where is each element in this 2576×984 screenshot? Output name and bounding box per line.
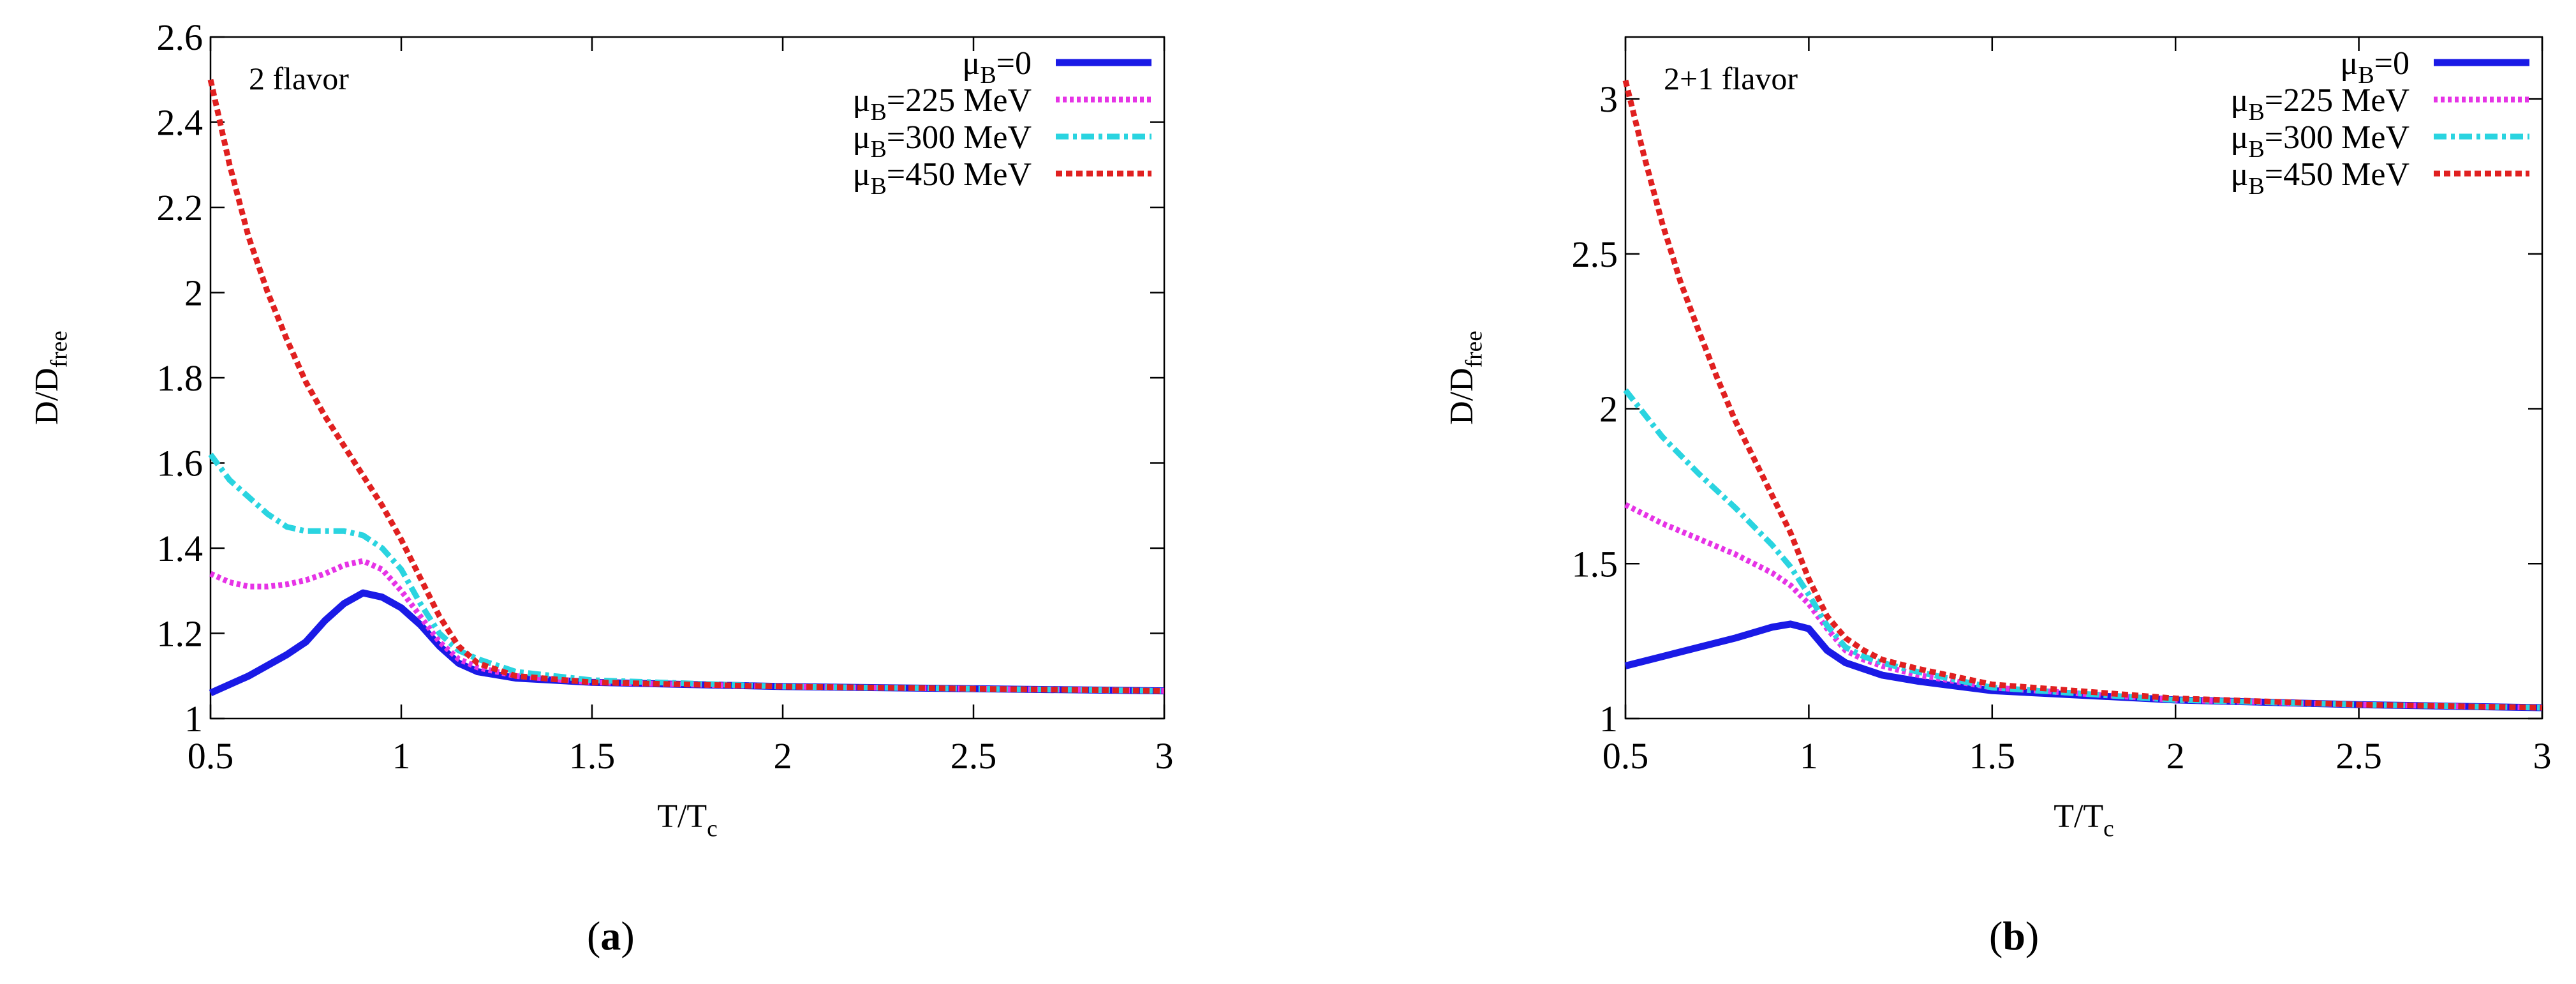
panel-a-chart: 11.21.41.61.822.22.42.60.5 1 1.5 2 2.5 3T/TcD…: [29, 17, 1174, 842]
panel-b-series-line: [1624, 502, 2543, 711]
panel-b-label: b: [2002, 913, 2025, 958]
panel-b-series-line: [1622, 79, 2543, 711]
panel-a-ylabel-sub: free: [47, 331, 73, 368]
panel-b-xtick-label: 1.5: [1969, 735, 2016, 777]
panel-b-legend-label-suffix: =450 MeV: [2265, 156, 2409, 193]
panel-a-legend-label-suffix: =225 MeV: [887, 82, 1032, 119]
panel-a-ytick-label: 1: [184, 698, 203, 740]
panel-b-legend-label-mu: μ: [2231, 156, 2249, 193]
panel-b-ytick-label: 1: [1599, 698, 1618, 740]
panel-b-legend-label-sub: B: [2248, 99, 2264, 126]
panel-b-caption: (b): [1989, 913, 2039, 958]
panel-b-legend-label-sub: B: [2248, 136, 2264, 163]
panel-b-series-line: [1623, 388, 2543, 711]
panel-a-xtick-label: 1: [392, 735, 411, 777]
panel-b-ylabel-sub: free: [1462, 331, 1488, 368]
panel-b-xtick-label: 2.5: [2335, 735, 2382, 777]
panel-b-legend-label: μB=0: [2340, 45, 2409, 89]
panel-b-ylabel: D/Dfree: [1444, 331, 1488, 425]
panel-b-xlabel: T/Tc: [2054, 798, 2114, 842]
panel-a-series-line: [207, 78, 1165, 694]
panel-a-legend-label-sub: B: [870, 173, 886, 200]
panel-b-legend-label: μB=300 MeV: [2231, 119, 2409, 163]
panel-a-series-line: [209, 589, 1165, 697]
panel-a-legend-label-suffix: =300 MeV: [887, 119, 1032, 156]
panel-a-legend-label-mu: μ: [962, 45, 980, 82]
panel-a-legend-label-mu: μ: [853, 119, 871, 156]
panel-a-legend-label-sub: B: [870, 136, 886, 163]
panel-a-xlabel-sub: c: [707, 816, 718, 842]
panel-a-ylabel-main: D/D: [29, 368, 65, 425]
panel-a-legend-label: μB=0: [962, 45, 1032, 89]
panel-b-annotation: 2+1 flavor: [1664, 61, 1798, 96]
panel-a-legend-label-sub: B: [870, 99, 886, 126]
panel-a-xtick-label: 1.5: [569, 735, 616, 777]
panel-a-ytick-label: 1.6: [157, 443, 204, 484]
panel-a-xtick-label: 3: [1155, 735, 1174, 777]
panel-a-ylabel: D/Dfree: [29, 331, 73, 425]
panel-a-xtick-label: 2: [774, 735, 792, 777]
panel-b-ylabel-main: D/D: [1444, 368, 1480, 425]
panel-a-legend-label-mu: μ: [853, 82, 871, 119]
panel-a-xtick-label: 0.5: [188, 735, 234, 777]
panel-b-legend-label-suffix: =0: [2374, 45, 2409, 82]
panel-a-ytick-label: 1.4: [157, 528, 204, 569]
panel-b-xtick-label: 2: [2166, 735, 2185, 777]
panel-b-ytick-label: 1.5: [1572, 543, 1618, 585]
panel-a-caption: (a): [587, 913, 635, 958]
panel-a-legend-label: μB=225 MeV: [853, 82, 1032, 126]
panel-a-annotation: 2 flavor: [249, 61, 349, 96]
panel-b-xtick-label: 0.5: [1603, 735, 1649, 777]
panel-a-label: a: [600, 913, 621, 958]
panel-a-ytick-label: 1.8: [157, 357, 204, 399]
panel-a-series-line: [209, 558, 1165, 694]
panel-b-xlabel-main: T/T: [2054, 798, 2103, 835]
panel-a-ytick-label: 2.6: [157, 17, 204, 58]
panel-a-legend-label-mu: μ: [853, 156, 871, 193]
panel-b-legend-label-suffix: =300 MeV: [2265, 119, 2409, 156]
panel-b-legend-label: μB=450 MeV: [2231, 156, 2409, 200]
panel-a-legend-label: μB=450 MeV: [853, 156, 1032, 200]
panel-a-legend-label-sub: B: [980, 62, 996, 89]
panel-b-xlabel-sub: c: [2103, 816, 2114, 842]
panel-a-xlabel-main: T/T: [657, 798, 707, 835]
panel-b-legend-label-mu: μ: [2231, 82, 2249, 119]
panel-a-ytick-label: 2.2: [157, 187, 204, 228]
panel-a-ytick-label: 1.2: [157, 613, 204, 655]
panel-b-legend-label-mu: μ: [2340, 45, 2358, 82]
panel-a-ytick-label: 2.4: [157, 102, 204, 144]
panel-a-legend-label-suffix: =0: [996, 45, 1032, 82]
panel-b-ytick-label: 2: [1599, 389, 1618, 430]
panel-a-xtick-label: 2.5: [951, 735, 997, 777]
panel-b-plot-frame: [1624, 36, 2543, 720]
panel-b-xtick-label: 1: [1800, 735, 1818, 777]
panel-a-xlabel: T/Tc: [657, 798, 718, 842]
panel-b-legend-label-sub: B: [2358, 62, 2374, 89]
panel-b-ytick-label: 2.5: [1572, 234, 1618, 275]
panel-a-legend-label: μB=300 MeV: [853, 119, 1032, 163]
panel-a-ytick-label: 2: [184, 272, 203, 314]
panel-b-legend-label-suffix: =225 MeV: [2265, 82, 2409, 119]
panel-a-legend-label-suffix: =450 MeV: [887, 156, 1032, 193]
panel-b-xtick-label: 3: [2533, 735, 2552, 777]
panel-b-legend-label-sub: B: [2248, 173, 2264, 200]
panel-b-ytick-label: 3: [1599, 78, 1618, 120]
panel-a-series-line: [208, 452, 1165, 694]
panel-b-legend-label-mu: μ: [2231, 119, 2249, 156]
panel-b-legend-label: μB=225 MeV: [2231, 82, 2409, 126]
